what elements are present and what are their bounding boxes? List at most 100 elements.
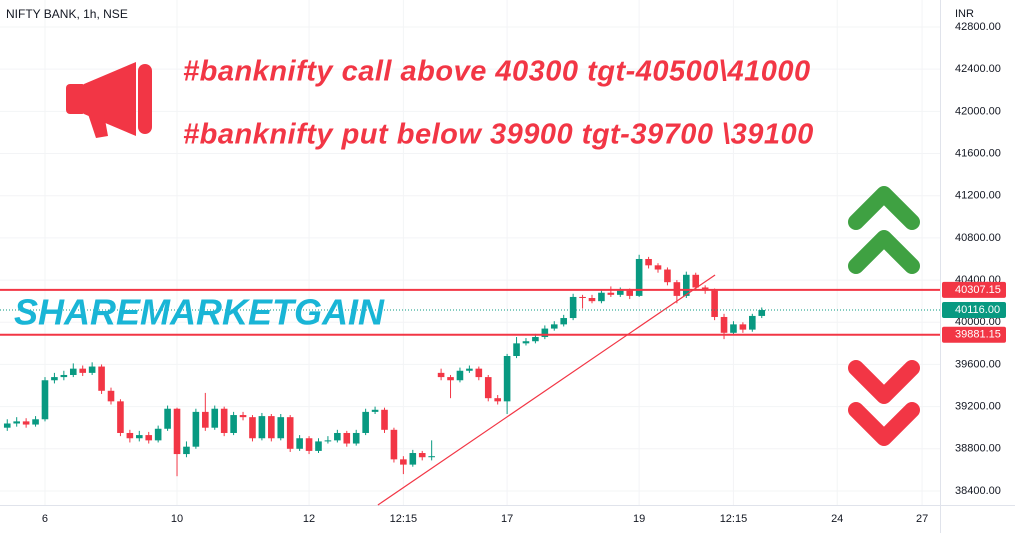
candle-body [230, 415, 237, 433]
y-tick-label: 42000.00 [955, 105, 1001, 117]
candle-body [532, 337, 539, 342]
candle-body [513, 343, 520, 356]
candle-body [550, 324, 558, 329]
candle-body [362, 411, 369, 433]
currency-label: INR [955, 8, 974, 20]
candle-body [560, 318, 567, 325]
candle-body [409, 453, 417, 465]
candle-body [400, 459, 407, 465]
candle-body [239, 415, 247, 418]
candle-body [126, 432, 134, 439]
x-tick-label: 19 [633, 513, 645, 525]
candle-body [720, 316, 728, 333]
candle-body [541, 328, 549, 338]
candle-body [296, 438, 303, 449]
megaphone-icon [66, 62, 152, 138]
candle-body [41, 380, 49, 420]
candle-body [88, 366, 96, 373]
candle-body [494, 398, 501, 402]
candle-body [626, 290, 634, 296]
candle-body [579, 296, 586, 299]
price-tag-label: 40307.15 [955, 284, 1001, 296]
candle-body [635, 258, 643, 296]
candle-body [758, 310, 766, 316]
x-tick-label: 24 [831, 513, 843, 525]
candle-body [334, 432, 341, 441]
price-tag-label: 40116.00 [955, 304, 1000, 316]
x-tick-label: 27 [916, 513, 928, 525]
candle-body [192, 411, 200, 447]
price-tag-label: 39881.15 [955, 329, 1001, 341]
watermark: SHAREMARKETGAIN [14, 292, 385, 333]
x-tick-label: 17 [501, 513, 513, 525]
x-tick-label: 12 [303, 513, 315, 525]
trend-line [377, 274, 716, 506]
y-tick-label: 38800.00 [955, 443, 1001, 455]
candle-body [616, 290, 624, 295]
candle-body [503, 355, 511, 402]
y-tick-label: 42400.00 [955, 63, 1001, 75]
candle-body [664, 269, 671, 283]
candle-body [475, 368, 483, 378]
candle-body [135, 435, 143, 439]
candle-body [249, 417, 256, 439]
candle-body [598, 292, 605, 302]
candle-body [683, 274, 690, 296]
candle-body [286, 417, 294, 449]
price-tag [942, 302, 1006, 319]
y-tick-label: 39200.00 [955, 401, 1001, 413]
axes: 38400.00 38800.00 39200.00 39600.00 40000.00… [42, 21, 1006, 525]
candle-body [258, 416, 266, 439]
candle-body [69, 368, 77, 375]
down-arrows-icon [848, 360, 920, 446]
candle-body [3, 423, 11, 428]
y-tick-label: 39600.00 [955, 358, 1001, 370]
candle-body [607, 292, 615, 295]
chart-title: NIFTY BANK, 1h, NSE [6, 7, 128, 21]
candle-body [154, 428, 162, 441]
candle-body [13, 421, 20, 424]
candle-body [484, 377, 492, 399]
candle-body [692, 274, 700, 288]
candle-body [164, 408, 171, 429]
candle-body [654, 265, 662, 270]
candle-body [418, 453, 426, 458]
candle-body [381, 409, 388, 430]
x-tick-label: 6 [42, 513, 48, 525]
annotation: #banknifty put below 39900 tgt-39700 \39… [183, 119, 814, 151]
y-tick-label: 38400.00 [955, 485, 1001, 497]
candle-body [268, 416, 275, 439]
candle-body [711, 290, 718, 317]
price-tag [942, 326, 1006, 343]
up-arrows-icon [848, 186, 920, 274]
candle-body [456, 370, 464, 381]
candle-body [51, 377, 58, 381]
candle-body [98, 366, 105, 391]
candle-body [145, 435, 153, 441]
candle-body [522, 341, 530, 344]
candle-body [749, 315, 756, 330]
candle-body [390, 429, 398, 460]
candle-body [324, 440, 332, 442]
candle-body [371, 409, 379, 412]
candle-body [220, 408, 228, 433]
x-tick-label: 12:15 [390, 513, 418, 525]
candle-body [107, 390, 115, 402]
x-tick-label: 10 [171, 513, 183, 525]
y-tick-label: 41600.00 [955, 147, 1001, 159]
candle-body [22, 421, 30, 425]
candle-body [211, 408, 219, 428]
y-tick-label: 40800.00 [955, 232, 1001, 244]
candle-body [437, 372, 445, 378]
annotation: #banknifty call above 40300 tgt-40500\41… [183, 56, 811, 88]
candle-body [202, 411, 209, 428]
candle-body [588, 298, 596, 302]
candle-body [315, 441, 322, 451]
plot-area [0, 254, 940, 506]
candle-body [739, 324, 747, 330]
grid [0, 0, 940, 505]
candle-body [277, 417, 285, 439]
candle-body [305, 438, 313, 451]
candle-body [60, 374, 68, 378]
candle-body [343, 432, 351, 444]
